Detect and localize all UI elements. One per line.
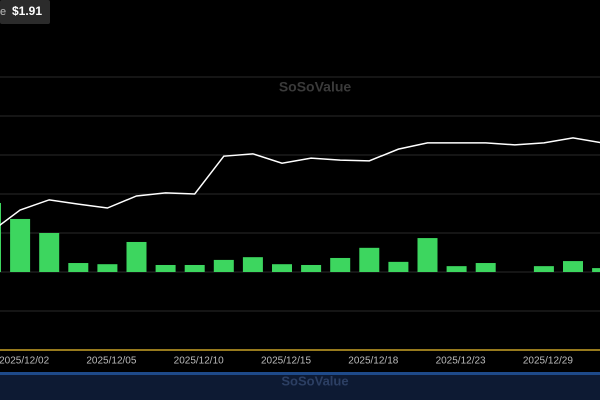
- bar: [592, 268, 600, 272]
- bar: [446, 266, 467, 272]
- line: [0, 137, 600, 227]
- watermark: SoSoValue: [279, 79, 352, 95]
- x-tick-label: 2025/12/02: [0, 356, 50, 367]
- bar: [301, 264, 322, 272]
- x-tick-label: 2025/12/18: [348, 356, 398, 367]
- bar: [533, 266, 554, 272]
- stat-value: $1.91: [12, 4, 42, 18]
- bar: [475, 263, 496, 272]
- bar: [272, 264, 292, 272]
- bar: [213, 259, 234, 272]
- navigator: [0, 372, 600, 400]
- bar: [242, 257, 263, 272]
- x-tick-label: 2025/12/23: [436, 356, 486, 367]
- bar: [10, 218, 31, 272]
- bar: [97, 264, 118, 272]
- bar: [388, 261, 409, 272]
- x-tick-label: 2025/12/05: [86, 356, 136, 367]
- bar: [359, 247, 380, 272]
- bar: [563, 261, 583, 272]
- x-tick-label: 2025/12/10: [174, 356, 224, 367]
- bar: [126, 241, 147, 272]
- bar: [39, 233, 60, 272]
- bar: [330, 257, 351, 272]
- navigator-watermark: SoSoValue: [281, 373, 348, 388]
- stat-box: [0, 0, 50, 24]
- plot: [0, 137, 600, 272]
- bar: [184, 264, 205, 272]
- bar: [417, 238, 438, 272]
- navigator-edge: [0, 372, 600, 375]
- x-tick-label: 2025/12/29: [523, 356, 573, 367]
- bar: [68, 263, 89, 272]
- bar: [155, 264, 176, 272]
- stat-label: e: [0, 6, 6, 18]
- x-tick-label: 2025/12/15: [261, 356, 311, 367]
- bar: [0, 202, 1, 272]
